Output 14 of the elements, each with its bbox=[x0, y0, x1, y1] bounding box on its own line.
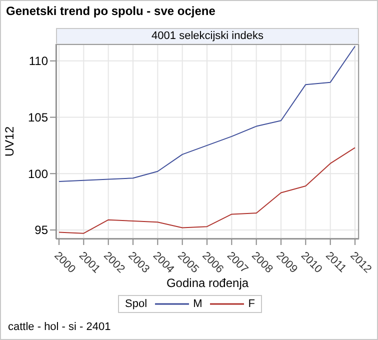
legend-label: F bbox=[248, 298, 255, 310]
y-tick-label: 95 bbox=[34, 223, 48, 238]
y-tick-label: 105 bbox=[28, 110, 48, 125]
y-tick-label: 100 bbox=[28, 166, 48, 181]
legend-title: Spol bbox=[125, 298, 148, 310]
legend-label: M bbox=[193, 298, 202, 310]
chart-title: Genetski trend po spolu - sve ocjene bbox=[6, 4, 216, 18]
x-axis-title: Godina rođenja bbox=[166, 276, 249, 290]
line-series bbox=[58, 46, 356, 182]
y-axis-title: UV12 bbox=[2, 126, 16, 156]
y-tick-label: 110 bbox=[28, 54, 48, 68]
text: cattle - hol - si - 2401 bbox=[8, 321, 111, 333]
line-series bbox=[58, 147, 356, 234]
chart-subtitle: 4001 selekcijski indeks bbox=[56, 28, 359, 44]
